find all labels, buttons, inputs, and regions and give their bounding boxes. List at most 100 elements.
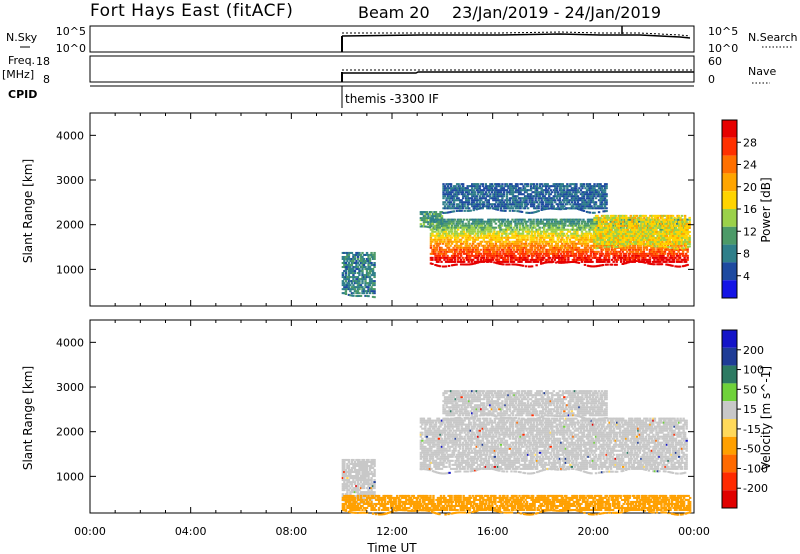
- echo-cell: [478, 252, 481, 255]
- echo-cell: [355, 259, 358, 262]
- echo-cell: [634, 216, 637, 219]
- echo-cell: [599, 240, 602, 244]
- echo-cell: [493, 207, 497, 210]
- echo-cell: [600, 258, 603, 261]
- echo-cell: [530, 242, 534, 245]
- echo-cell: [634, 232, 637, 235]
- echo-cell: [554, 195, 557, 198]
- echo-cell: [478, 189, 481, 192]
- echo-cell: [440, 230, 443, 233]
- echo-cell: [434, 246, 437, 249]
- echo-cell: [546, 248, 549, 251]
- echo-cell: [464, 236, 467, 239]
- echo-cell: [553, 252, 556, 255]
- echo-cell: [365, 259, 369, 262]
- echo-cell: [474, 199, 477, 202]
- echo-cell: [603, 214, 607, 217]
- echo-cell: [615, 250, 618, 253]
- echo-cell: [614, 240, 617, 244]
- echo-cell: [520, 183, 524, 186]
- echo-cell: [510, 189, 513, 192]
- echo-cell: [368, 253, 372, 256]
- echo-cell: [429, 244, 433, 247]
- echo-cell: [569, 203, 572, 206]
- echo-cell: [649, 224, 652, 227]
- echo-cell: [461, 189, 465, 192]
- echo-cell: [638, 246, 641, 249]
- echo-cell: [565, 248, 569, 251]
- echo-cell: [455, 244, 458, 247]
- echo-cell: [367, 264, 370, 267]
- echo-cell: [461, 187, 465, 190]
- echo-cell: [555, 240, 558, 243]
- echo-cell: [543, 226, 546, 229]
- echo-cell: [627, 246, 630, 249]
- echo-cell: [466, 189, 469, 192]
- echo-cell: [684, 264, 688, 267]
- echo-cell: [573, 228, 576, 231]
- echo-cell: [367, 257, 370, 260]
- echo-cell: [547, 232, 550, 235]
- echo-cell: [472, 250, 475, 253]
- echo-cell: [582, 248, 585, 251]
- echo-cell: [562, 256, 566, 259]
- echo-cell: [370, 288, 373, 291]
- echo-cell: [485, 248, 489, 251]
- echo-cell: [511, 201, 515, 204]
- echo-cell: [464, 244, 467, 247]
- echo-cell: [440, 228, 443, 231]
- echo-cell: [359, 270, 363, 273]
- echo-cell: [496, 183, 500, 186]
- echo-cell: [509, 242, 513, 245]
- echo-cell: [564, 258, 567, 261]
- echo-cell: [344, 286, 348, 289]
- echo-cell: [644, 243, 648, 246]
- echo-cell: [539, 244, 543, 247]
- echo-cell: [462, 228, 466, 231]
- echo-cell: [566, 207, 569, 210]
- echo-cell: [574, 238, 578, 241]
- echo-cell: [450, 220, 454, 223]
- echo-cell: [600, 191, 604, 194]
- echo-cell: [625, 230, 628, 233]
- echo-cell: [429, 234, 433, 237]
- echo-cell: [355, 276, 358, 279]
- echo-cell: [644, 234, 648, 237]
- echo-cell: [651, 248, 655, 251]
- echo-cell: [466, 191, 469, 194]
- echo-cell: [620, 258, 623, 261]
- echo-cell: [568, 244, 572, 247]
- echo-cell: [578, 203, 581, 206]
- echo-cell: [571, 248, 575, 251]
- echo-cell: [431, 218, 434, 221]
- echo-cell: [586, 264, 590, 267]
- echo-cell: [537, 191, 540, 194]
- echo-cell: [681, 258, 685, 261]
- echo-cell: [547, 234, 550, 237]
- echo-cell: [526, 244, 529, 247]
- echo-cell: [575, 203, 578, 206]
- echo-cell: [528, 195, 531, 198]
- echo-cell: [657, 246, 661, 249]
- echo-cell: [540, 193, 543, 196]
- echo-cell: [570, 207, 574, 210]
- echo-cell: [514, 195, 518, 198]
- echo-cell: [483, 201, 486, 204]
- echo-cell: [358, 294, 361, 297]
- echo-cell: [579, 226, 582, 229]
- echo-cell: [636, 244, 640, 247]
- echo-cell: [535, 205, 539, 208]
- echo-cell: [570, 187, 574, 190]
- echo-cell: [543, 261, 546, 264]
- echo-cell: [561, 218, 564, 221]
- echo-cell: [508, 201, 512, 204]
- echo-cell: [496, 185, 500, 188]
- echo-cell: [601, 244, 605, 247]
- echo-cell: [478, 201, 481, 204]
- echo-cell: [464, 232, 467, 235]
- echo-cell: [677, 265, 680, 268]
- echo-cell: [550, 222, 553, 225]
- echo-cell: [341, 280, 345, 283]
- echo-cell: [484, 183, 488, 186]
- echo-cell: [489, 193, 492, 196]
